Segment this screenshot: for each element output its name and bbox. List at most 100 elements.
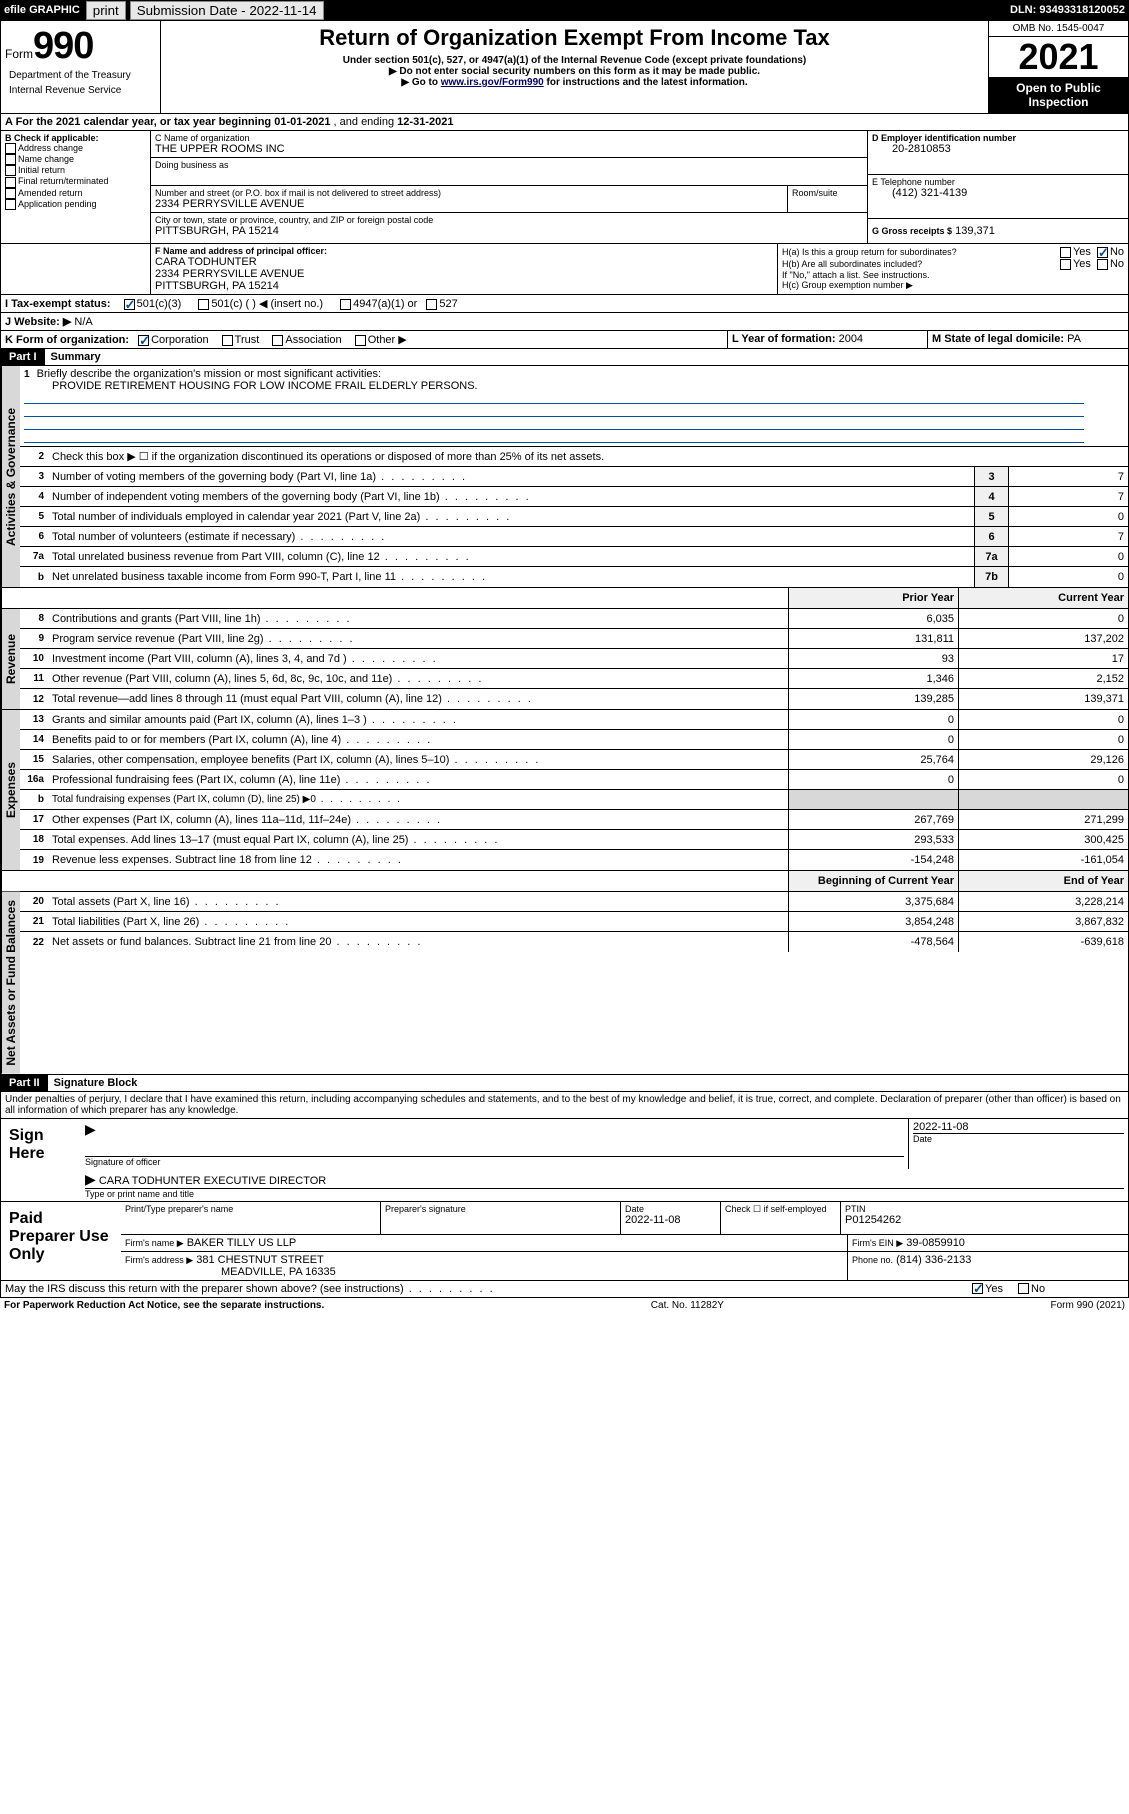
lbl-no2: No	[1110, 258, 1124, 270]
dba-label: Doing business as	[155, 160, 863, 170]
chk-ha-no[interactable]	[1097, 247, 1108, 258]
chk-name-change[interactable]	[5, 154, 16, 165]
tab-revenue: Revenue	[1, 609, 20, 709]
chk-501c3[interactable]	[124, 299, 135, 310]
row-text: Other expenses (Part IX, column (A), lin…	[48, 812, 788, 828]
submission-date-button[interactable]: Submission Date - 2022-11-14	[130, 1, 324, 20]
line7b-val: 0	[1008, 567, 1128, 587]
firm-name-label: Firm's name ▶	[125, 1238, 184, 1248]
row-text: Investment income (Part VIII, column (A)…	[48, 651, 788, 667]
lbl-other: Other ▶	[368, 334, 407, 346]
row-text: Benefits paid to or for members (Part IX…	[48, 732, 788, 748]
row-curr: 3,228,214	[958, 892, 1128, 911]
line3-text: Number of voting members of the governin…	[48, 469, 974, 485]
activities-governance-section: Activities & Governance 1 Briefly descri…	[0, 366, 1129, 588]
table-row: 9Program service revenue (Part VIII, lin…	[20, 629, 1128, 649]
row-curr: 300,425	[958, 830, 1128, 849]
row-curr: 2,152	[958, 669, 1128, 688]
line-i: I Tax-exempt status: 501(c)(3) 501(c) ( …	[0, 295, 1129, 313]
line5-val: 0	[1008, 507, 1128, 526]
instructions-link[interactable]: www.irs.gov/Form990	[441, 77, 544, 88]
row-text: Total revenue—add lines 8 through 11 (mu…	[48, 691, 788, 707]
chk-initial-return[interactable]	[5, 165, 16, 176]
chk-amended[interactable]	[5, 188, 16, 199]
chk-527[interactable]	[426, 299, 437, 310]
hdr-prior-year: Prior Year	[788, 588, 958, 608]
row-text: Net assets or fund balances. Subtract li…	[48, 934, 788, 950]
row-text: Grants and similar amounts paid (Part IX…	[48, 712, 788, 728]
expenses-section: Expenses 13Grants and similar amounts pa…	[0, 710, 1129, 871]
officer-group-block: F Name and address of principal officer:…	[0, 244, 1129, 295]
row-text: Revenue less expenses. Subtract line 18 …	[48, 852, 788, 868]
row-curr: 0	[958, 730, 1128, 749]
revenue-section: Revenue 8Contributions and grants (Part …	[0, 609, 1129, 710]
row-prior: 25,764	[788, 750, 958, 769]
print-button[interactable]: print	[86, 1, 126, 20]
officer-name: CARA TODHUNTER	[155, 256, 773, 268]
chk-assoc[interactable]	[272, 335, 283, 346]
line-a-mid: , and ending	[334, 116, 398, 128]
row-num: 20	[20, 896, 48, 907]
row-text: Contributions and grants (Part VIII, lin…	[48, 611, 788, 627]
sub3-pre: ▶ Go to	[401, 77, 440, 88]
firm-phone-label: Phone no.	[852, 1255, 893, 1265]
org-name: THE UPPER ROOMS INC	[155, 143, 863, 155]
sig-declaration: Under penalties of perjury, I declare th…	[0, 1092, 1129, 1119]
row-prior: 0	[788, 710, 958, 729]
row-num: 18	[20, 834, 48, 845]
chk-trust[interactable]	[222, 335, 233, 346]
row-num: 13	[20, 714, 48, 725]
part-i-header: Part I Summary	[0, 349, 1129, 366]
chk-hb-yes[interactable]	[1060, 259, 1071, 270]
lbl-address-change: Address change	[18, 143, 83, 153]
ein-value: 20-2810853	[872, 143, 1124, 155]
row-prior: 293,533	[788, 830, 958, 849]
table-row: 10Investment income (Part VIII, column (…	[20, 649, 1128, 669]
hdr-begin-year: Beginning of Current Year	[788, 871, 958, 891]
paid-preparer-block: Paid Preparer Use Only Print/Type prepar…	[0, 1202, 1129, 1281]
lbl-app-pending: Application pending	[18, 199, 97, 209]
table-row: 15Salaries, other compensation, employee…	[20, 750, 1128, 770]
row-text: Professional fundraising fees (Part IX, …	[48, 772, 788, 788]
gross-receipts: 139,371	[955, 225, 995, 237]
chk-ha-yes[interactable]	[1060, 247, 1071, 258]
row-prior: 3,375,684	[788, 892, 958, 911]
chk-app-pending[interactable]	[5, 199, 16, 210]
line-l-label: L Year of formation:	[732, 333, 836, 345]
chk-address-change[interactable]	[5, 143, 16, 154]
row-text: Total assets (Part X, line 16)	[48, 894, 788, 910]
row-text: Total fundraising expenses (Part IX, col…	[48, 792, 788, 807]
row-prior: -478,564	[788, 932, 958, 952]
officer-addr2: PITTSBURGH, PA 15214	[155, 280, 773, 292]
room-label: Room/suite	[792, 188, 863, 198]
row-text: Program service revenue (Part VIII, line…	[48, 631, 788, 647]
chk-other[interactable]	[355, 335, 366, 346]
table-row: 13Grants and similar amounts paid (Part …	[20, 710, 1128, 730]
table-row: 14Benefits paid to or for members (Part …	[20, 730, 1128, 750]
table-row: 19Revenue less expenses. Subtract line 1…	[20, 850, 1128, 870]
line-a: A For the 2021 calendar year, or tax yea…	[0, 114, 1129, 131]
chk-4947[interactable]	[340, 299, 351, 310]
sig-name-label: Type or print name and title	[85, 1188, 1124, 1199]
chk-corp[interactable]	[138, 335, 149, 346]
website-value: N/A	[74, 316, 92, 328]
row-num: 9	[20, 633, 48, 644]
row-num: 21	[20, 916, 48, 927]
row-curr: 0	[958, 770, 1128, 789]
lbl-name-change: Name change	[18, 154, 74, 164]
tab-net-assets: Net Assets or Fund Balances	[1, 892, 20, 1074]
mission-text: PROVIDE RETIREMENT HOUSING FOR LOW INCOM…	[24, 380, 1124, 392]
net-assets-header: Beginning of Current Year End of Year	[0, 871, 1129, 892]
chk-501c[interactable]	[198, 299, 209, 310]
chk-discuss-yes[interactable]	[972, 1283, 983, 1294]
table-row: 18Total expenses. Add lines 13–17 (must …	[20, 830, 1128, 850]
lbl-discuss-no: No	[1031, 1283, 1045, 1295]
lbl-final-return: Final return/terminated	[18, 176, 109, 186]
footer-mid: Cat. No. 11282Y	[651, 1300, 724, 1311]
chk-final-return[interactable]	[5, 177, 16, 188]
box-e-label: E Telephone number	[872, 177, 1124, 187]
footer: For Paperwork Reduction Act Notice, see …	[0, 1298, 1129, 1313]
chk-hb-no[interactable]	[1097, 259, 1108, 270]
chk-discuss-no[interactable]	[1018, 1283, 1029, 1294]
line4-val: 7	[1008, 487, 1128, 506]
